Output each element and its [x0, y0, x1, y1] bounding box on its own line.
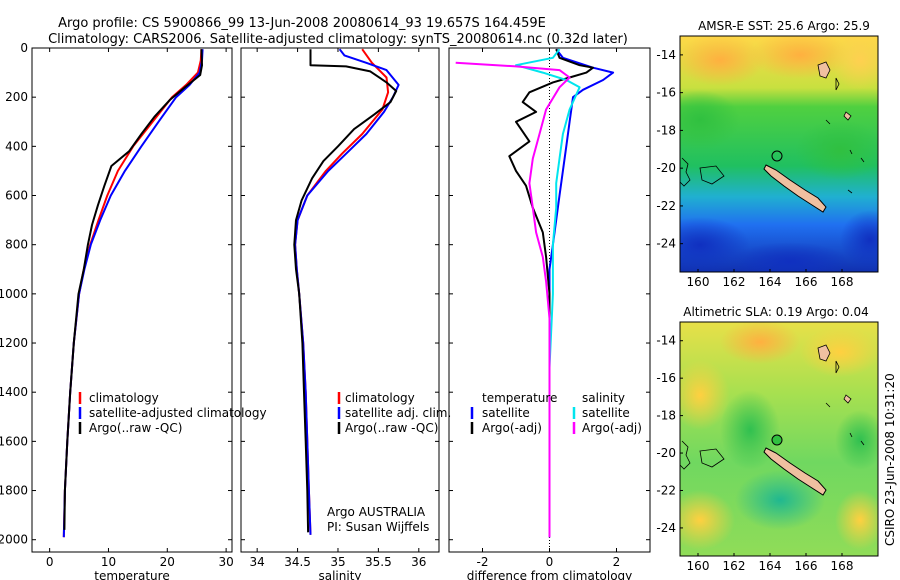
y-tick-label: 1000 [0, 287, 28, 301]
legend-climatology-label: climatology [89, 391, 159, 405]
x-tick-label: 34 [250, 555, 265, 569]
sst-map-title: AMSR-E SST: 25.6 Argo: 25.9 [698, 19, 870, 33]
x-tick-label: 20 [160, 555, 175, 569]
map-x-tick-label: 162 [723, 275, 746, 289]
y-tick-label: 1200 [0, 336, 28, 350]
sst-axis-ticks: 160 162 164 166 168 -14 -16 -18 -20 -22 -24 [656, 48, 853, 289]
map-x-tick-label: 162 [723, 559, 746, 573]
x-tick-label: 30 [218, 555, 233, 569]
sst-field [680, 36, 878, 272]
y-tick-label: 0 [20, 41, 28, 55]
series-line-temperature-argo-adj [508, 48, 594, 538]
sla-argo-marker [771, 434, 783, 446]
legend-temp-argo-label: Argo(-adj) [482, 421, 542, 435]
difference-legend: temperature salinity satellite Argo(-adj… [470, 391, 642, 435]
x-axis-label: temperature [94, 569, 169, 580]
float-owner-annotation: Argo AUSTRALIA [327, 505, 426, 519]
x-tick-label: 0 [546, 555, 554, 569]
legend-temperature-title: temperature [482, 391, 557, 405]
legend-satellite-label: satellite-adjusted climatology [89, 406, 267, 420]
figure-title-line1: Argo profile: CS 5900866_99 13-Jun-2008 … [58, 16, 546, 31]
map-x-tick-label: 168 [831, 559, 854, 573]
map-y-tick-label: -14 [656, 334, 676, 348]
y-tick-label: 400 [5, 139, 28, 153]
x-tick-label: 2 [613, 555, 621, 569]
map-x-tick-label: 160 [687, 275, 710, 289]
series-line-temperature-satellite [548, 48, 615, 538]
salinity-profile-panel: 34 34.5 35 35.5 36 salinity [240, 47, 440, 580]
x-tick-label: 35.5 [365, 555, 392, 569]
plot-frame [240, 47, 440, 553]
y-tick-label: 600 [5, 189, 28, 203]
map-y-tick-label: -18 [656, 409, 676, 423]
map-y-tick-label: -22 [656, 199, 676, 213]
figure-title-line2: Climatology: CARS2006. Satellite-adjuste… [48, 32, 628, 47]
plot-frame [31, 47, 233, 553]
map-y-tick-label: -16 [656, 86, 676, 100]
series-line-satellite-adjusted-climatology [62, 49, 204, 538]
salinity-legend: climatology satellite adj. clim. Argo(..… [337, 391, 451, 435]
x-tick-label: 34.5 [284, 555, 311, 569]
map-x-tick-label: 164 [759, 275, 782, 289]
map-x-tick-label: 166 [795, 275, 818, 289]
legend-temp-satellite-label: satellite [482, 406, 530, 420]
y-tick-label: 2000 [0, 533, 28, 547]
x-axis-label: difference from climatology [467, 569, 633, 580]
legend-climatology-label: climatology [345, 391, 415, 405]
y-tick-label: 1600 [0, 434, 28, 448]
map-y-tick-label: -16 [656, 371, 676, 385]
credit-timestamp: CSIRO 23-Jun-2008 10:31:20 [883, 373, 897, 546]
temperature-profile-panel: 0 10 20 30 temperature 0 200 400 600 800 1000 1200 1… [0, 41, 234, 580]
series-line-climatology [294, 48, 390, 535]
series-line-salinity-argo-adj [455, 61, 571, 538]
sst-map-panel: AMSR-E SST: 25.6 Argo: 25.9 160 162 164 166 [656, 19, 879, 289]
legend-salinity-title: salinity [582, 391, 625, 405]
principal-investigator-annotation: PI: Susan Wijffels [327, 520, 429, 534]
map-x-tick-label: 168 [831, 275, 854, 289]
legend-satellite-label: satellite adj. clim. [345, 406, 451, 420]
series-line-salinity-satellite [515, 48, 581, 538]
legend-sal-satellite-label: satellite [582, 406, 630, 420]
map-y-tick-label: -20 [656, 161, 676, 175]
temperature-legend: climatology satellite-adjusted climatolo… [78, 391, 267, 435]
x-tick-label: 36 [411, 555, 426, 569]
legend-argo-label: Argo(..raw -QC) [89, 421, 182, 435]
legend-argo-label: Argo(..raw -QC) [345, 421, 438, 435]
series-line-argo-raw-qc [63, 49, 203, 530]
sla-map-title: Altimetric SLA: 0.19 Argo: 0.04 [683, 305, 868, 319]
sla-axis-ticks: 160 162 164 166 168 -14 -16 -18 -20 -22 -24 [656, 334, 853, 573]
sst-coastline [679, 61, 865, 213]
series-line-satellite-adj-clim [294, 48, 400, 535]
series-line-argo-raw-qc [293, 49, 398, 533]
sla-map-panel: Altimetric SLA: 0.19 Argo: 0.04 160 162 16… [656, 305, 879, 573]
map-y-tick-label: -24 [656, 237, 676, 251]
y-tick-label: 800 [5, 238, 28, 252]
x-tick-label: 0 [46, 555, 54, 569]
map-y-tick-label: -18 [656, 123, 676, 137]
map-x-tick-label: 166 [795, 559, 818, 573]
x-tick-label: -2 [477, 555, 489, 569]
sst-argo-marker [771, 150, 783, 162]
x-axis-label: salinity [318, 569, 361, 580]
map-y-tick-label: -20 [656, 446, 676, 460]
x-tick-label: 10 [101, 555, 116, 569]
map-y-tick-label: -24 [656, 521, 676, 535]
map-y-tick-label: -22 [656, 483, 676, 497]
map-y-tick-label: -14 [656, 48, 676, 62]
map-x-tick-label: 164 [759, 559, 782, 573]
y-tick-label: 1400 [0, 385, 28, 399]
x-tick-label: 35 [330, 555, 345, 569]
sla-coastline [679, 344, 865, 496]
y-tick-label: 200 [5, 90, 28, 104]
y-tick-label: 1800 [0, 484, 28, 498]
sst-map-frame [679, 35, 879, 273]
legend-sal-argo-label: Argo(-adj) [582, 421, 642, 435]
series-line-climatology [62, 49, 203, 538]
map-x-tick-label: 160 [687, 559, 710, 573]
sla-map-frame [679, 321, 879, 557]
